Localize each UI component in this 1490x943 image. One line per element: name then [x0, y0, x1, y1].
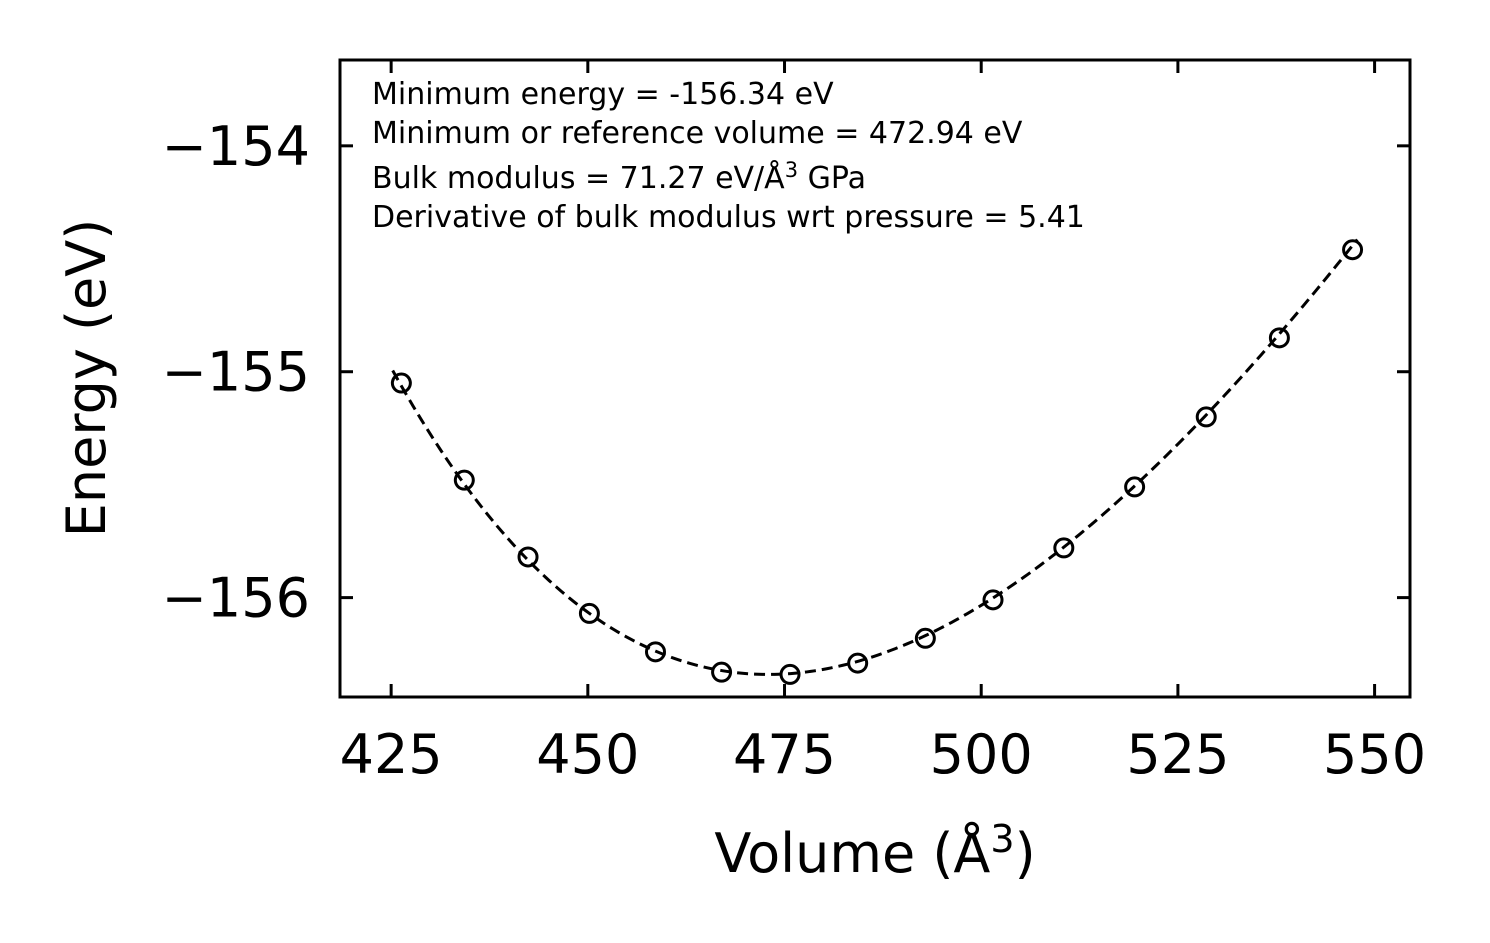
- data-point: [517, 546, 539, 568]
- y-tick-label: −156: [162, 567, 310, 630]
- data-point: [711, 661, 733, 683]
- annotation-bulk-modulus-text: Bulk modulus = 71.27 eV/Å: [372, 160, 785, 196]
- data-point: [578, 602, 600, 624]
- x-tick-label: 450: [536, 723, 639, 786]
- fit-curve: [391, 238, 1359, 676]
- x-axis-title: Volume (Å3): [714, 817, 1035, 885]
- data-point: [1053, 537, 1075, 559]
- x-tick-label: 500: [930, 723, 1033, 786]
- data-point: [1342, 239, 1364, 261]
- data-points-layer: [390, 239, 1364, 685]
- data-point: [390, 372, 412, 394]
- data-point: [1268, 327, 1290, 349]
- x-axis-title-sup: 3: [990, 817, 1014, 861]
- annotation-min-energy: Minimum energy = -156.34 eV: [372, 77, 834, 112]
- x-tick-label: 550: [1323, 723, 1426, 786]
- x-tick-label: 525: [1126, 723, 1229, 786]
- y-tick-label: −154: [162, 115, 310, 178]
- data-point: [914, 627, 936, 649]
- data-point: [453, 469, 475, 491]
- annotation-bulk-modulus: Bulk modulus = 71.27 eV/Å3 GPa: [372, 158, 866, 196]
- x-axis-title-close: ): [1015, 822, 1036, 885]
- x-tick-label: 425: [340, 723, 443, 786]
- x-axis-title-text: Volume (Å: [714, 821, 990, 885]
- annotation-bulk-modulus-unit: GPa: [798, 161, 866, 196]
- annotation-bulk-modulus-sup: 3: [785, 158, 798, 182]
- data-point: [644, 641, 666, 663]
- plot-frame: [338, 58, 1412, 699]
- data-point: [1124, 476, 1146, 498]
- data-point: [779, 663, 801, 685]
- y-tick-label: −155: [162, 341, 310, 404]
- data-point: [847, 652, 869, 674]
- fit-curve-layer: [391, 238, 1359, 676]
- data-point: [1195, 406, 1217, 428]
- annotation-bulk-derivative: Derivative of bulk modulus wrt pressure …: [372, 200, 1085, 235]
- x-tick-label: 475: [733, 723, 836, 786]
- axis-ticks: [340, 60, 1410, 697]
- data-point: [982, 589, 1004, 611]
- y-axis-title: Energy (eV): [55, 219, 118, 538]
- annotation-ref-volume: Minimum or reference volume = 472.94 eV: [372, 116, 1023, 151]
